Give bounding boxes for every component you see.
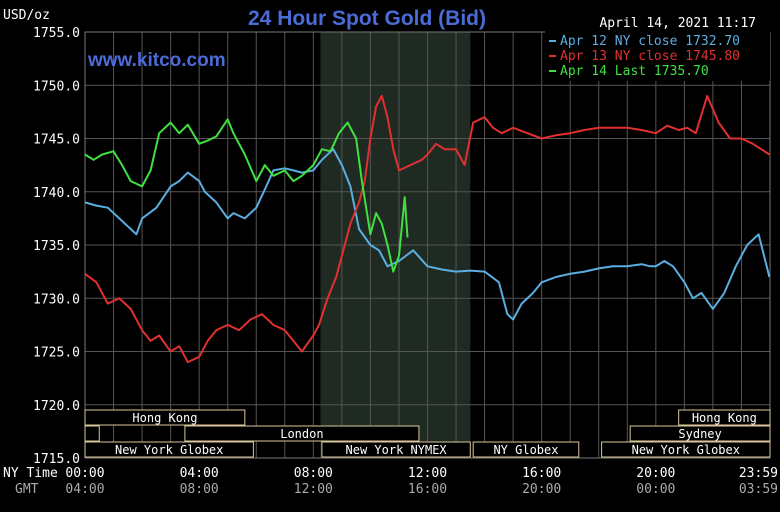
- x-tick-label-ny: 16:00: [522, 466, 561, 481]
- x-tick-label-gmt: 20:00: [522, 482, 561, 497]
- y-tick-label: 1715.0: [33, 452, 80, 467]
- y-tick-label: 1740.0: [33, 186, 80, 201]
- session-label: NY Globex: [493, 443, 558, 457]
- y-tick-label: 1725.0: [33, 346, 80, 361]
- session-label: New York Globex: [115, 443, 223, 457]
- x-tick-label-gmt: 00:00: [636, 482, 675, 497]
- chart-title: 24 Hour Spot Gold (Bid): [248, 7, 486, 30]
- legend-entry: Apr 12 NY close 1732.70: [560, 34, 740, 49]
- series-line-3: [84, 118, 409, 273]
- x-tick-label-gmt: 16:00: [408, 482, 447, 497]
- x-tick-label-ny: 04:00: [180, 466, 219, 481]
- session-box: [84, 425, 100, 442]
- watermark-text: www.kitco.com: [87, 50, 226, 71]
- ny-time-row-label: NY Time: [3, 466, 58, 481]
- session-label: New York Globex: [632, 443, 740, 457]
- y-axis-label: USD/oz: [3, 8, 50, 23]
- legend-background: [545, 31, 770, 81]
- series-line-2: [84, 94, 770, 364]
- x-tick-label-gmt: 03:59: [739, 482, 778, 497]
- session-box: [84, 441, 254, 458]
- session-label: Hong Kong: [132, 411, 197, 425]
- session-label: Hong Kong: [692, 411, 757, 425]
- session-box: [184, 425, 420, 442]
- legend-entry: Apr 14 Last 1735.70: [560, 64, 709, 79]
- legend-entry: Apr 13 NY close 1745.80: [560, 49, 740, 64]
- session-box: [472, 441, 580, 458]
- x-tick-label-gmt: 04:00: [65, 482, 104, 497]
- y-tick-label: 1755.0: [33, 26, 80, 41]
- session-label: New York NYMEX: [346, 443, 448, 457]
- session-label: London: [280, 427, 323, 441]
- session-box: [678, 409, 771, 426]
- session-box: [601, 441, 771, 458]
- y-tick-label: 1735.0: [33, 239, 80, 254]
- x-tick-labels: 00:0004:0004:0008:0008:0012:0012:0016:00…: [65, 466, 778, 497]
- series-line-1: [84, 148, 771, 321]
- y-tick-label: 1750.0: [33, 79, 80, 94]
- y-tick-label: 1745.0: [33, 133, 80, 148]
- trading-sessions: Hong Kong London New York Globex New York N…: [84, 409, 771, 458]
- timestamp-text: April 14, 2021 11:17: [599, 16, 756, 31]
- x-tick-label-ny: 23:59: [739, 466, 778, 481]
- x-tick-label-ny: 08:00: [294, 466, 333, 481]
- x-tick-label-gmt: 12:00: [294, 482, 333, 497]
- gmt-row-label: GMT: [15, 482, 39, 497]
- series-lines: [84, 94, 771, 364]
- session-box: [629, 425, 771, 442]
- session-box: [84, 409, 246, 426]
- y-tick-labels: 1755.0 1750.0 1745.0 1740.0 1735.0 1730.0 1725…: [33, 26, 80, 467]
- y-tick-label: 1720.0: [33, 399, 80, 414]
- session-label: Sydney: [678, 427, 721, 441]
- y-tick-label: 1730.0: [33, 292, 80, 307]
- x-tick-label-ny: 12:00: [408, 466, 447, 481]
- x-tick-label-ny: 20:00: [636, 466, 675, 481]
- x-tick-label-ny: 00:00: [65, 466, 104, 481]
- x-tick-label-gmt: 08:00: [180, 482, 219, 497]
- session-box: [321, 441, 471, 458]
- plot-border: [84, 31, 771, 459]
